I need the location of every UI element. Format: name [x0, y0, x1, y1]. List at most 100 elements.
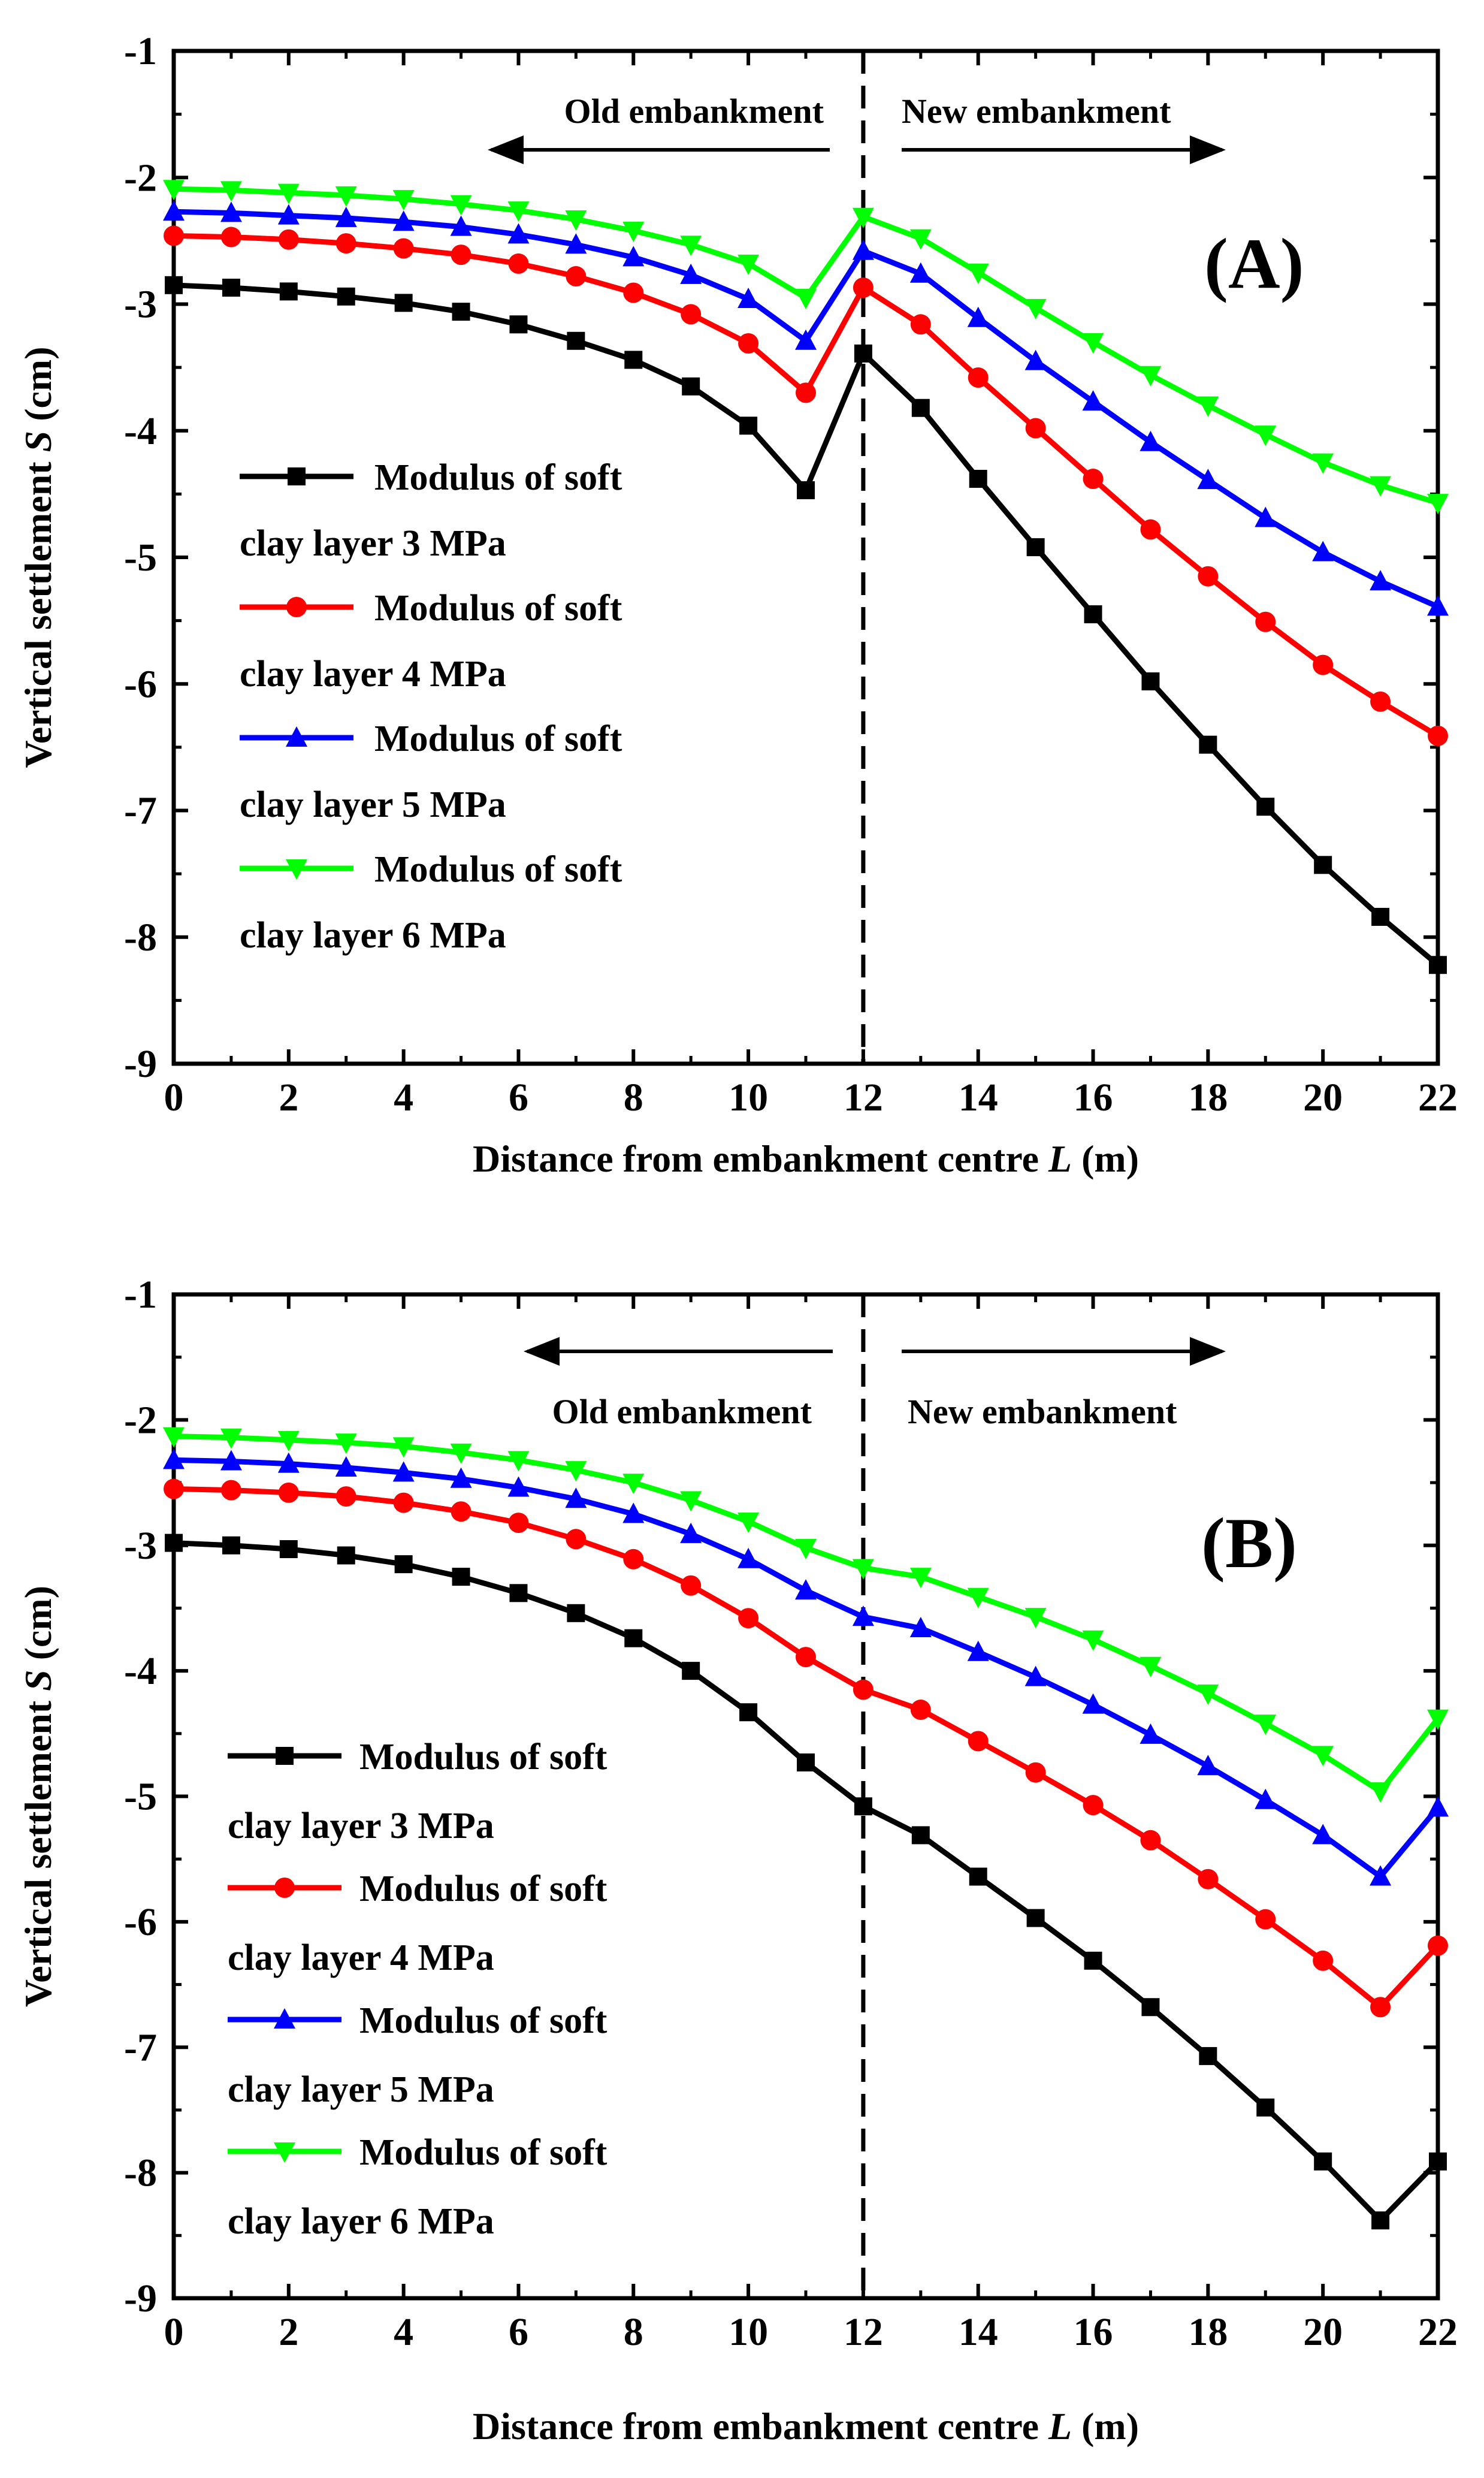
- data-point: [623, 1549, 644, 1569]
- data-point: [163, 200, 185, 221]
- new-embankment-label: New embankment: [902, 92, 1171, 131]
- panel-label: (B): [1201, 1503, 1297, 1583]
- y-tick-label: -8: [124, 2151, 157, 2195]
- panel-label: (A): [1204, 224, 1304, 303]
- data-point: [220, 227, 241, 248]
- legend-label-line1: Modulus of soft: [374, 588, 622, 629]
- data-point: [1313, 654, 1334, 675]
- series-2: [164, 1478, 1448, 2018]
- data-point: [681, 1575, 702, 1596]
- data-point: [220, 181, 242, 202]
- y-tick-label: -6: [124, 662, 157, 706]
- legend-label-line2: clay layer 5 MPa: [240, 784, 506, 825]
- data-point: [220, 1480, 241, 1501]
- data-point: [277, 183, 300, 204]
- data-point: [1312, 1746, 1334, 1767]
- legend-marker: [288, 467, 306, 485]
- data-point: [277, 1452, 300, 1473]
- data-point: [1025, 1762, 1046, 1783]
- data-point: [1083, 1795, 1104, 1816]
- y-tick-label: -6: [124, 1900, 157, 1944]
- data-point: [795, 1538, 817, 1559]
- data-point: [509, 1584, 528, 1602]
- y-tick-label: -1: [124, 29, 157, 73]
- data-point: [1370, 1997, 1391, 2018]
- data-point: [852, 239, 874, 260]
- data-point: [1370, 691, 1391, 712]
- data-point: [565, 210, 587, 231]
- data-point: [795, 1579, 817, 1600]
- x-tick-label: 18: [1188, 1076, 1228, 1119]
- series-3: [163, 1448, 1449, 1886]
- data-point: [624, 351, 643, 369]
- y-axis-title: Vertical settlement S (cm): [17, 346, 59, 768]
- data-point: [739, 416, 758, 435]
- data-point: [1370, 1865, 1392, 1886]
- data-point: [1428, 1935, 1448, 1956]
- data-point: [853, 277, 874, 298]
- data-point: [1314, 856, 1332, 874]
- data-point: [680, 263, 702, 284]
- data-point: [164, 225, 184, 246]
- data-point: [507, 201, 530, 222]
- data-point: [967, 1640, 989, 1661]
- data-point: [911, 1826, 930, 1845]
- legend-marker: [274, 1878, 295, 1898]
- data-point: [335, 206, 357, 227]
- data-point: [394, 294, 413, 312]
- data-point: [796, 1647, 816, 1668]
- data-point: [1026, 1909, 1045, 1927]
- data-point: [392, 1461, 415, 1482]
- data-point: [1255, 1715, 1277, 1735]
- data-point: [508, 253, 529, 274]
- data-point: [1256, 2098, 1275, 2117]
- data-point: [1082, 333, 1104, 354]
- data-point: [335, 186, 357, 207]
- data-point: [910, 1700, 931, 1721]
- chart-panel-1: 0 2 4 6 8 10 12 14 16 18 20 22 -1 -2 -3 -4 -5 -6 -7 -8 -9 Old…: [17, 29, 1458, 1180]
- data-point: [392, 190, 415, 211]
- data-point: [1199, 2047, 1217, 2065]
- data-point: [1024, 298, 1047, 319]
- data-point: [1140, 366, 1162, 387]
- new-embankment-label: New embankment: [908, 1392, 1177, 1431]
- legend-label-line2: clay layer 6 MPa: [240, 915, 506, 956]
- data-point: [335, 1456, 357, 1477]
- data-point: [680, 236, 702, 256]
- data-point: [622, 1474, 645, 1495]
- data-point: [451, 245, 472, 265]
- data-point: [335, 1433, 357, 1454]
- data-point: [624, 1629, 643, 1647]
- x-tick-label: 22: [1418, 2310, 1458, 2354]
- data-point: [622, 246, 645, 267]
- data-point: [622, 1502, 645, 1523]
- data-point: [565, 1487, 587, 1508]
- data-point: [909, 229, 932, 250]
- data-point: [1370, 1782, 1392, 1803]
- data-point: [969, 1867, 987, 1886]
- data-point: [796, 382, 816, 403]
- data-point: [853, 1679, 874, 1700]
- data-point: [1198, 566, 1219, 587]
- data-point: [1025, 418, 1046, 439]
- x-tick-label: 14: [959, 1076, 998, 1119]
- data-point: [163, 1427, 185, 1448]
- legend-label-line1: Modulus of soft: [359, 2132, 607, 2173]
- data-point: [1140, 1723, 1162, 1744]
- data-point: [739, 1703, 758, 1722]
- y-tick-label: -2: [124, 1398, 157, 1442]
- legend-label-line2: clay layer 3 MPa: [240, 523, 506, 564]
- data-point: [566, 266, 587, 287]
- legend-label-line1: Modulus of soft: [374, 849, 622, 890]
- data-point: [1083, 469, 1104, 490]
- data-point: [1026, 538, 1045, 557]
- data-point: [1082, 1630, 1104, 1651]
- series-1: [165, 1534, 1447, 2230]
- legend-label-line2: clay layer 4 MPa: [240, 654, 506, 695]
- x-tick-label: 16: [1074, 2310, 1113, 2354]
- data-point: [1084, 605, 1102, 624]
- data-point: [738, 1547, 760, 1568]
- x-tick-label: 6: [509, 1076, 528, 1119]
- data-point: [222, 279, 240, 297]
- y-tick-label: -4: [124, 409, 157, 453]
